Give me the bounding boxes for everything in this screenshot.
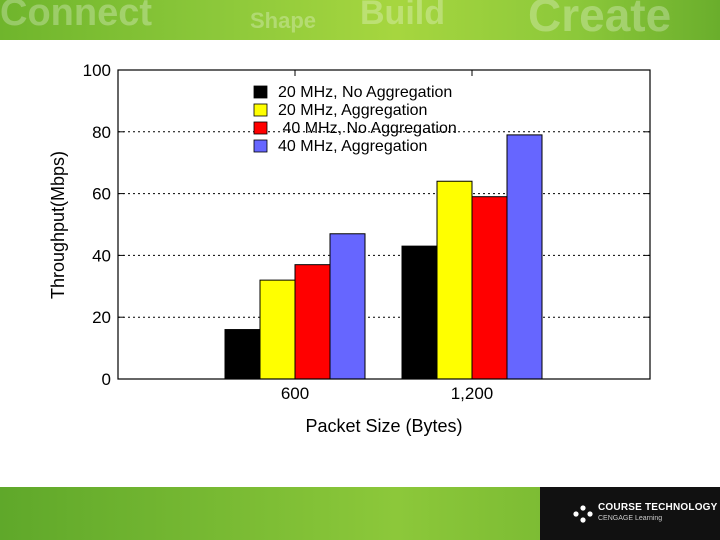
legend-swatch <box>253 139 268 153</box>
legend-swatch <box>253 103 268 117</box>
y-tick-label: 40 <box>92 246 111 265</box>
bar <box>294 264 331 380</box>
bar <box>259 279 296 380</box>
legend-label: 20 MHz, No Aggregation <box>278 84 452 101</box>
y-tick-label: 0 <box>102 370 111 389</box>
legend-swatch <box>253 85 268 99</box>
bar <box>471 196 508 380</box>
x-tick-label: 1,200 <box>451 384 494 403</box>
bar <box>506 134 543 380</box>
legend-label: 20 MHz, Aggregation <box>278 102 427 119</box>
banner-word: Connect <box>0 0 152 34</box>
y-tick-label: 100 <box>83 61 111 80</box>
bar <box>224 329 261 380</box>
logo-text-secondary: CENGAGE Learning <box>598 515 663 522</box>
legend-swatch <box>253 121 268 135</box>
bar <box>329 233 366 380</box>
bar <box>436 180 473 380</box>
logo-mark-icon <box>573 505 593 523</box>
plot-frame <box>117 69 651 380</box>
x-axis-label: Packet Size (Bytes) <box>305 416 462 436</box>
publisher-logo: COURSE TECHNOLOGY CENGAGE Learning <box>540 487 720 540</box>
banner-word: Build <box>360 0 445 32</box>
y-axis-label: Throughput(Mbps) <box>48 151 68 299</box>
header-banner: Connect Shape Build Create <box>0 0 720 40</box>
banner-word: Shape <box>250 8 317 33</box>
legend-label: 40 MHz, Aggregation <box>278 138 427 155</box>
legend-label: 40 MHz, No Aggregation <box>278 120 457 137</box>
banner-word: Create <box>528 0 672 40</box>
y-tick-label: 60 <box>92 185 111 204</box>
bar <box>401 245 438 380</box>
x-tick-label: 600 <box>281 384 309 403</box>
y-tick-label: 20 <box>92 308 111 327</box>
y-tick-label: 80 <box>92 123 111 142</box>
logo-text-primary: COURSE TECHNOLOGY <box>598 502 718 513</box>
